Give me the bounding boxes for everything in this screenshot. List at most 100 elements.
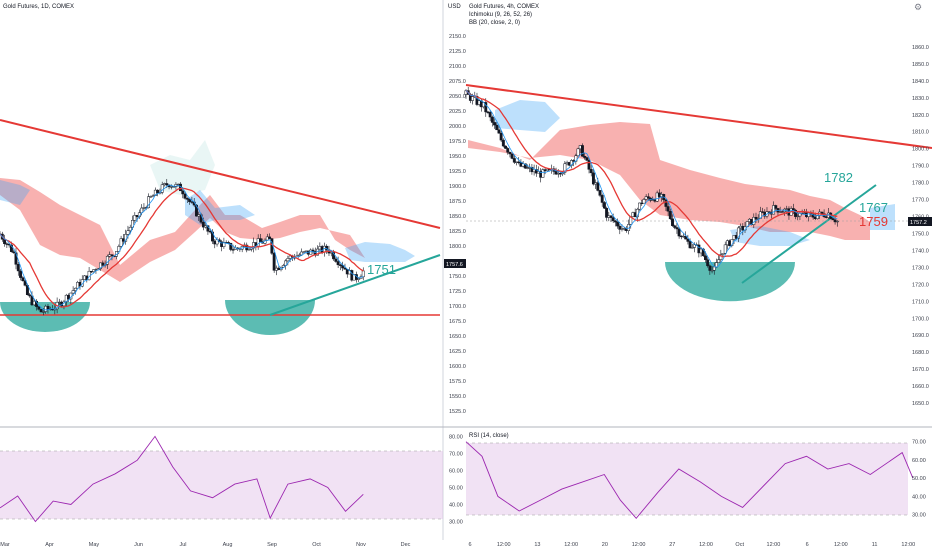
candle-body	[717, 259, 721, 263]
left-time-axis[interactable]: Mar Apr May Jun Jul Aug Sep Oct Nov Dec	[0, 542, 410, 548]
candle-body	[506, 148, 510, 153]
candle-body	[576, 148, 580, 157]
right-rsi-label: RSI (14, close)	[469, 433, 509, 439]
candle-body	[156, 189, 160, 194]
candle-body	[541, 169, 545, 178]
time-axis-label: 12:00	[699, 542, 713, 548]
left-price-axis[interactable]: 2150.0 2125.0 2100.0 2075.0 2050.0 2025.0 2000…	[449, 34, 466, 415]
right-time-axis[interactable]: 6 12:00 13 12:00 20 12:00 27 12:00 Oct 12:00 6 12:0…	[468, 542, 915, 548]
candle-body	[272, 253, 276, 271]
candle-body	[247, 249, 251, 251]
price-axis-label: 1770.0	[912, 198, 929, 204]
candle-body	[73, 287, 77, 291]
left-ichimoku-cloud-red	[0, 178, 365, 282]
left-rsi-panel[interactable]	[0, 435, 443, 523]
price-axis-label: 1525.0	[449, 409, 466, 415]
candle-body	[188, 199, 192, 202]
candle-body	[28, 294, 32, 297]
time-axis-label: 27	[669, 542, 675, 548]
candle-body	[297, 254, 301, 257]
candle-body	[229, 242, 233, 250]
candle-body	[501, 139, 505, 147]
right-rsi-axis: 70.00 60.00 50.00 40.00 30.00	[912, 440, 926, 519]
price-axis-label: 30.00	[912, 513, 926, 519]
price-axis-label: 1820.0	[912, 113, 929, 119]
right-currency: USD	[448, 4, 461, 10]
price-axis-label: 1750.0	[449, 274, 466, 280]
candle-body	[835, 220, 839, 223]
left-resistance-trendline[interactable]	[0, 119, 441, 229]
right-settings-icon[interactable]: ⚙	[914, 3, 922, 13]
svg-text:1757.6: 1757.6	[446, 262, 463, 268]
candle-body	[609, 215, 613, 218]
price-axis-label: 50.00	[449, 485, 463, 491]
time-axis-label: Dec	[401, 542, 411, 548]
price-axis-label: 60.00	[912, 458, 926, 464]
candle-body	[208, 231, 212, 233]
candle-body	[147, 196, 150, 208]
candle-body	[183, 193, 187, 199]
price-axis-label: 1660.0	[912, 384, 929, 390]
left-cup-shape-1	[0, 302, 90, 332]
time-axis-label: Oct	[312, 542, 321, 548]
candle-body	[119, 238, 123, 247]
time-axis-label: Jun	[134, 542, 143, 548]
candle-body	[46, 305, 50, 310]
candle-body	[668, 211, 672, 220]
candle-body	[361, 270, 365, 278]
candle-body	[671, 218, 674, 226]
price-axis-label: 2075.0	[449, 79, 466, 85]
right-support-trendline[interactable]	[741, 184, 877, 284]
candle-body	[580, 145, 584, 157]
right-rsi-panel[interactable]: RSI (14, close)	[465, 433, 914, 519]
candle-body	[796, 215, 800, 218]
candle-body	[587, 159, 591, 170]
candle-body	[493, 122, 497, 126]
candle-body	[160, 184, 164, 193]
candle-body	[605, 207, 609, 218]
price-axis-label: 1790.0	[912, 164, 929, 170]
right-bollinger-line	[465, 90, 838, 268]
candle-body	[92, 269, 96, 272]
right-rsi-line	[465, 441, 914, 519]
price-axis-label: 2100.0	[449, 64, 466, 70]
candle-body	[646, 196, 650, 199]
candle-body	[831, 218, 835, 221]
candle-body	[611, 217, 615, 222]
left-support-trendline[interactable]	[269, 254, 441, 316]
price-axis-label: 1975.0	[449, 139, 466, 145]
time-axis-label: 11	[872, 542, 878, 548]
right-resistance-trendline[interactable]	[465, 84, 932, 149]
right-indicator-ichimoku: Ichimoku (9, 26, 52, 26)	[469, 12, 532, 18]
candle-body	[693, 244, 696, 248]
candle-body	[471, 96, 475, 101]
candle-body	[495, 124, 499, 131]
left-cup-shape-2	[225, 300, 315, 335]
candle-body	[99, 262, 102, 270]
candle-body	[642, 199, 646, 204]
price-axis-label: 1860.0	[912, 45, 929, 51]
price-axis-label: 1675.0	[449, 319, 466, 325]
right-price-panel[interactable]: USD Gold Futures, 4h, COMEX Ichimoku (9,…	[448, 4, 932, 302]
candle-body	[638, 202, 642, 210]
candle-body	[723, 244, 727, 254]
time-axis-label: 12:00	[901, 542, 915, 548]
candle-body	[19, 270, 23, 278]
candle-body	[598, 190, 602, 196]
left-rsi-line	[0, 435, 364, 523]
candle-body	[690, 247, 694, 249]
candle-body	[554, 171, 558, 175]
price-axis-label: 2000.0	[449, 124, 466, 130]
left-price-panel[interactable]: Gold Futures, 1D, COMEX 1751	[0, 4, 441, 335]
candle-body	[686, 238, 690, 242]
time-axis-label: 12:00	[564, 542, 578, 548]
candle-body	[23, 280, 27, 286]
left-rsi-band	[0, 451, 443, 519]
left-moving-average-red	[0, 187, 364, 308]
candle-body	[128, 226, 132, 231]
price-axis-label: 1925.0	[449, 169, 466, 175]
right-price-axis[interactable]: 1860.0 1850.0 1840.0 1830.0 1820.0 1810.0 1800…	[912, 45, 929, 407]
candle-body	[583, 155, 587, 158]
right-indicator-bb: BB (20, close, 2, 0)	[469, 20, 520, 26]
